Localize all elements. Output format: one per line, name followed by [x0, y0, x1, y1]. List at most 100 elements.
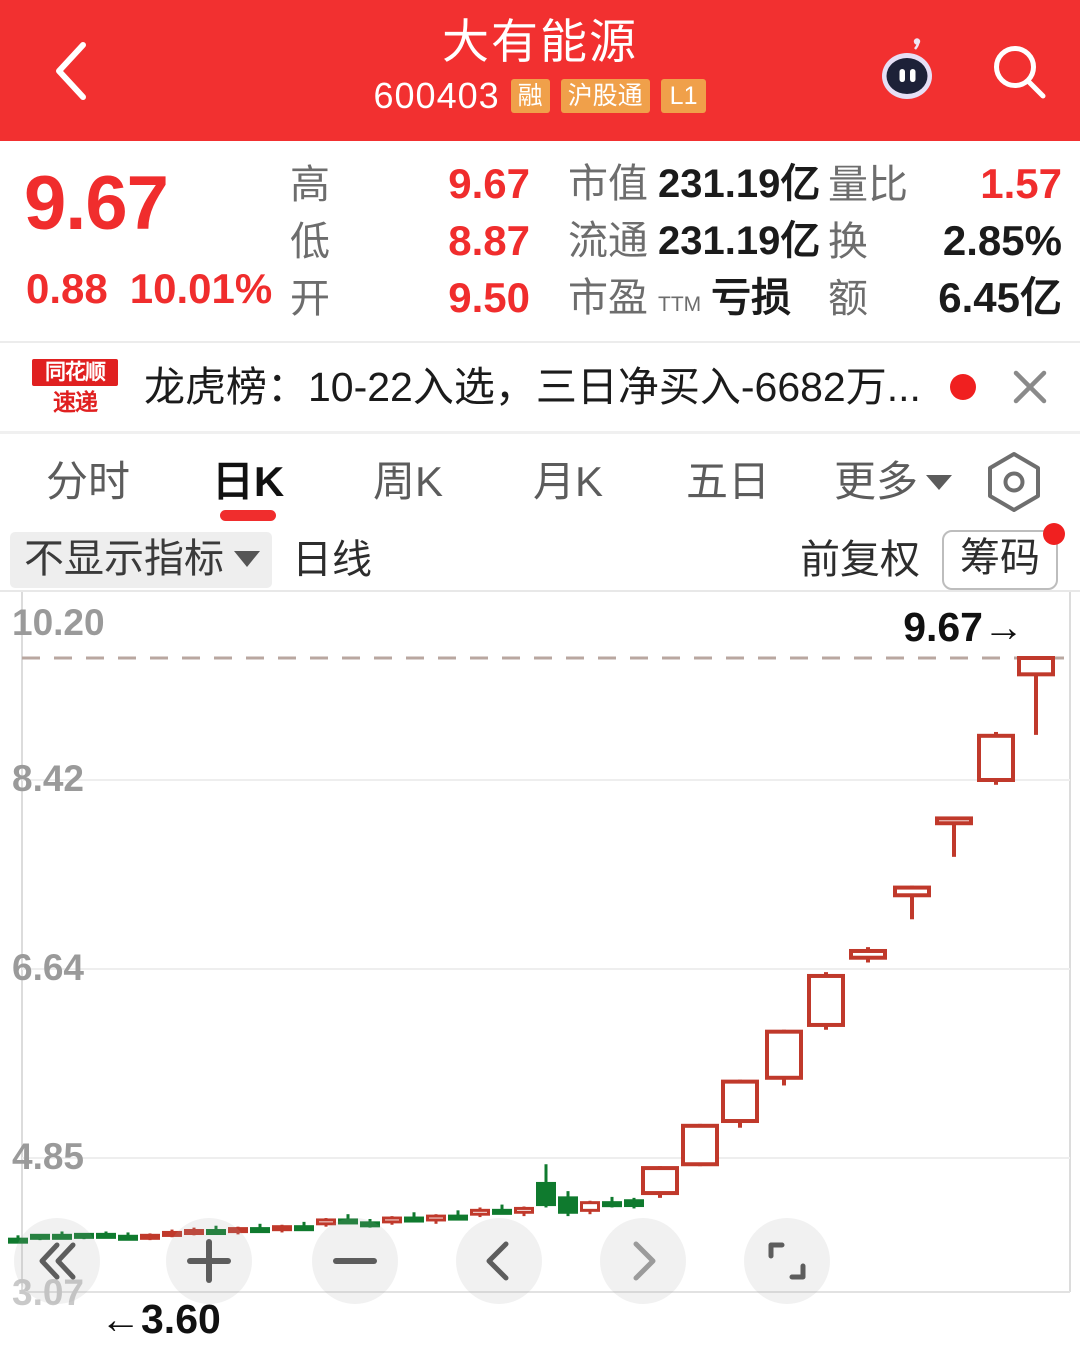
y-tick-2: 8.42	[12, 758, 85, 799]
candle-body	[624, 1199, 644, 1208]
hexagon-settings-icon[interactable]	[984, 450, 1044, 514]
candle-body	[338, 1218, 358, 1225]
header-actions	[872, 38, 1052, 108]
candle-body	[470, 1208, 490, 1216]
label-pe-sup: TTM	[658, 293, 702, 316]
candle-body	[681, 1123, 719, 1167]
chips-distribution-button[interactable]: 筹码	[942, 523, 1065, 590]
indicator-label: 不显示指标	[24, 537, 224, 581]
candle-body	[74, 1232, 94, 1239]
candle-body	[404, 1216, 424, 1223]
quote-row-volratio: 量比 1.57	[828, 159, 1062, 216]
quote-row-pe: 市盈 TTM 亏损	[568, 273, 818, 330]
candle-body	[8, 1237, 28, 1244]
label-pe: 市盈	[568, 276, 648, 320]
value-high: 9.67	[448, 160, 530, 207]
scroll-right-button[interactable]	[600, 1218, 686, 1304]
indicator-selector[interactable]: 不显示指标	[10, 532, 272, 588]
candle-body	[602, 1201, 622, 1208]
label-volratio: 量比	[828, 163, 908, 207]
candle-body	[977, 733, 1015, 782]
value-marketcap: 231.19亿	[658, 162, 821, 206]
stock-code: 600403	[373, 75, 500, 116]
back-button[interactable]	[40, 38, 102, 104]
y-tick-3: 6.64	[12, 947, 85, 988]
tag-level: L1	[660, 79, 707, 113]
chevron-left-icon	[486, 1241, 509, 1281]
active-tab-indicator	[220, 510, 276, 521]
value-amount: 6.45亿	[938, 274, 1062, 321]
chips-label: 筹码	[960, 536, 1040, 580]
search-icon[interactable]	[988, 41, 1052, 105]
candle-body	[140, 1233, 160, 1240]
candle-body	[893, 885, 931, 898]
tab-label: 五日	[685, 458, 770, 505]
tab-monthly-k[interactable]: 月K	[488, 457, 648, 507]
candle-body	[721, 1079, 759, 1124]
candle-body	[849, 948, 887, 960]
candle-body	[184, 1229, 204, 1236]
tab-label: 月K	[532, 458, 603, 505]
tab-more[interactable]: 更多	[808, 457, 978, 507]
tab-fenshi[interactable]: 分时	[8, 457, 168, 507]
quote-row-turnover: 换 2.85%	[828, 216, 1062, 273]
value-open: 9.50	[448, 274, 530, 321]
label-high: 高	[290, 163, 330, 207]
candle-body	[448, 1214, 468, 1221]
chevron-down-icon	[926, 474, 952, 490]
ths-express-logo: 同花顺 速递	[32, 358, 118, 416]
scroll-left-fast-button[interactable]	[14, 1218, 100, 1304]
candle-body	[30, 1233, 50, 1240]
value-volratio: 1.57	[980, 160, 1062, 207]
candlestick-chart[interactable]: 10.20 8.42 6.64 4.85 3.07 9.67→ ←3.60	[0, 590, 1080, 1342]
crop-expand-icon	[768, 1242, 806, 1280]
tag-connect: 沪股通	[560, 79, 650, 113]
quote-panel: 9.67 0.88 10.01% 高 9.67 低 8.87 开 9.50 市值…	[0, 141, 1080, 343]
candle-body	[641, 1166, 679, 1196]
candle-body	[492, 1208, 512, 1215]
scroll-left-button[interactable]	[456, 1218, 542, 1304]
header-title-block: 大有能源 600403 融 沪股通 L1	[0, 14, 1080, 117]
value-pe: 亏损	[711, 276, 792, 320]
candle-body	[426, 1214, 446, 1222]
zoom-out-button[interactable]	[312, 1218, 398, 1304]
adjust-mode-button[interactable]: 前复权	[800, 538, 920, 582]
tab-label: 更多	[833, 458, 918, 505]
ai-robot-icon[interactable]	[872, 38, 942, 108]
news-banner[interactable]: 同花顺 速递 龙虎榜：10-22入选，三日净买入-6682万...	[0, 343, 1080, 434]
chevron-down-icon	[234, 551, 260, 567]
tab-five-day[interactable]: 五日	[648, 457, 808, 507]
candle-body	[360, 1221, 380, 1228]
candle-body	[316, 1218, 336, 1226]
value-low: 8.87	[448, 217, 530, 264]
red-dot-icon	[1043, 523, 1065, 545]
candle-body	[162, 1230, 182, 1237]
candle-body	[382, 1216, 402, 1224]
candle-body	[580, 1201, 600, 1212]
candle-body	[294, 1225, 314, 1232]
candle-body	[1017, 656, 1055, 677]
close-icon[interactable]	[1010, 367, 1050, 407]
zoom-in-button[interactable]	[166, 1218, 252, 1304]
value-turnover: 2.85%	[942, 217, 1062, 264]
candle-body	[807, 973, 845, 1027]
last-price: 9.67	[24, 161, 169, 246]
value-float: 231.19亿	[658, 219, 821, 263]
candle-body	[558, 1196, 578, 1214]
quote-row-open: 开 9.50	[290, 273, 530, 330]
fullscreen-button[interactable]	[744, 1218, 830, 1304]
chart-toolbar: 不显示指标 日线 前复权 筹码	[0, 523, 1080, 590]
tag-margin: 融	[510, 79, 550, 113]
tab-weekly-k[interactable]: 周K	[328, 457, 488, 507]
candle-body	[765, 1029, 803, 1080]
tab-label: 周K	[372, 458, 443, 505]
tab-daily-k[interactable]: 日K	[168, 457, 328, 521]
change-absolute: 0.88	[26, 265, 108, 312]
news-headline[interactable]: 龙虎榜：10-22入选，三日净买入-6682万...	[144, 364, 921, 410]
label-turnover: 换	[828, 220, 868, 264]
candle-body	[250, 1227, 270, 1234]
chart-toolbar-right: 前复权 筹码	[800, 523, 1065, 590]
candle-body	[228, 1227, 248, 1234]
quote-col-high-low-open: 高 9.67 低 8.87 开 9.50	[290, 159, 530, 330]
